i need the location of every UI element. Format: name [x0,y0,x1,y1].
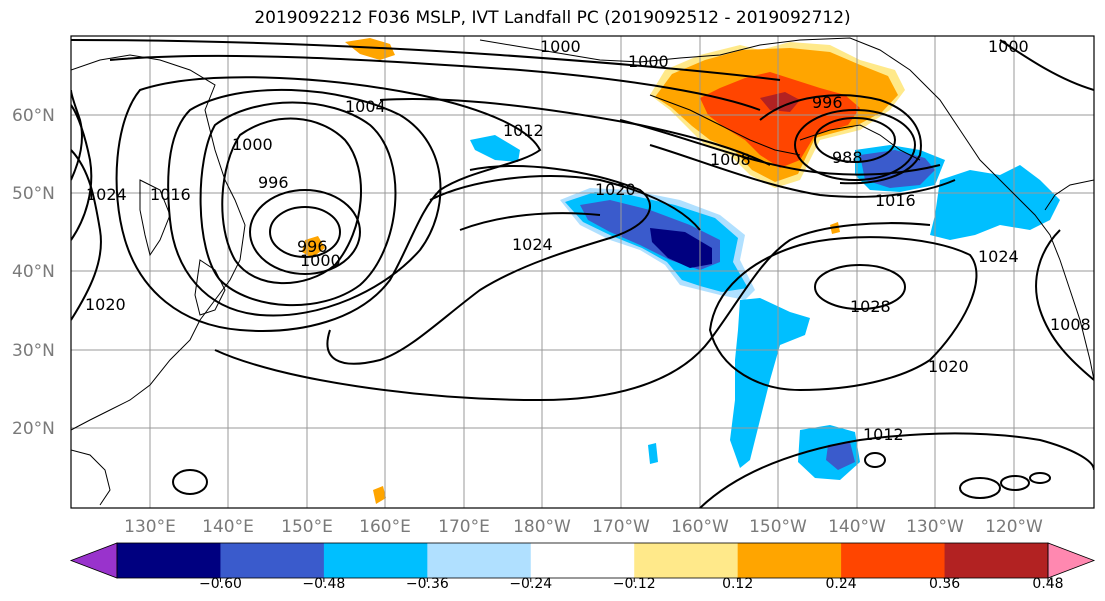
colorbar-tick-label: −0.12 [613,576,656,592]
colorbar-tick-label: 0.36 [929,576,960,592]
contour-label: 1016 [150,185,191,204]
colorbar-swatch [634,543,739,578]
lon-label: 140°W [828,517,886,537]
lon-label: 150°E [281,517,333,537]
colorbar-extend-max [1047,542,1096,579]
contour-label: 1012 [863,425,904,444]
contour-label: 1024 [86,185,127,204]
colorbar-swatch [944,543,1049,578]
colorbar-tick-label: −0.36 [406,576,449,592]
colorbar-swatch [737,543,842,578]
contour-label: 1008 [710,150,751,169]
contour-label: 1004 [345,97,386,116]
contour-label: 988 [832,148,863,167]
lon-label: 130°W [906,517,964,537]
mslp-contours [71,39,1094,508]
contour-labels: 1000 1004 1012 996 1000 1024 1016 996 10… [85,37,1091,444]
lat-label: 20°N [12,419,55,439]
contour-label: 1028 [850,297,891,316]
latitude-labels: 60°N 50°N 40°N 30°N 20°N [12,106,55,439]
lon-label: 120°W [985,517,1043,537]
contour-label: 1024 [512,235,553,254]
lat-label: 30°N [12,341,55,361]
contour-label: 1000 [988,37,1029,56]
ivt-negative [470,135,1060,480]
ivt-positive-small [302,38,840,504]
lon-label: 170°E [438,517,490,537]
contour-label: 1012 [503,121,544,140]
contour-label: 1020 [85,295,126,314]
lon-label: 170°W [592,517,650,537]
contour-label: 1000 [628,52,669,71]
colorbar-swatch [117,543,221,578]
contour-label: 1020 [928,357,969,376]
colorbar-frame [116,542,1049,579]
colorbar-tick-label: 0.48 [1032,576,1063,592]
contour-label: 1020 [595,180,636,199]
map-frame [70,35,1095,509]
colorbar [69,542,1096,579]
lat-label: 60°N [12,106,55,126]
contour-label: 996 [258,173,289,192]
contour-label: 1024 [978,247,1019,266]
lon-label: 160°W [671,517,729,537]
lon-label: 140°E [202,517,254,537]
map-title: 2019092212 F036 MSLP, IVT Landfall PC (2… [254,8,851,28]
colorbar-swatch [841,543,946,578]
colorbar-swatch [530,543,635,578]
lon-label: 180°W [513,517,571,537]
contour-label: 996 [812,93,843,112]
coastlines [71,37,1094,506]
lat-label: 50°N [12,184,55,204]
contour-label: 1000 [300,251,341,270]
colorbar-extend-min [69,542,118,579]
contour-label: 996 [297,237,328,256]
contour-label: 1000 [540,37,581,56]
lon-label: 160°E [359,517,411,537]
colorbar-tick-label: −0.60 [199,576,242,592]
lon-label: 150°W [749,517,807,537]
lon-label: 130°E [124,517,176,537]
contour-label: 1016 [875,191,916,210]
colorbar-swatch [220,543,325,578]
contour-label: 1008 [1050,315,1091,334]
map-background [71,36,1094,508]
colorbar-tick-label: −0.24 [509,576,552,592]
colorbar-swatch [323,543,428,578]
colorbar-tick-label: 0.12 [722,576,753,592]
lat-label: 40°N [12,262,55,282]
colorbar-tick-label: −0.48 [302,576,345,592]
longitude-labels: 130°E 140°E 150°E 160°E 170°E 180°W 170°… [124,517,1043,537]
colorbar-swatch [427,543,532,578]
colorbar-ticks: −0.60 −0.48 −0.36 −0.24 −0.12 0.12 0.24 0.36 0.4… [199,576,1064,592]
colorbar-tick-label: 0.24 [826,576,857,592]
contour-label: 1000 [232,135,273,154]
